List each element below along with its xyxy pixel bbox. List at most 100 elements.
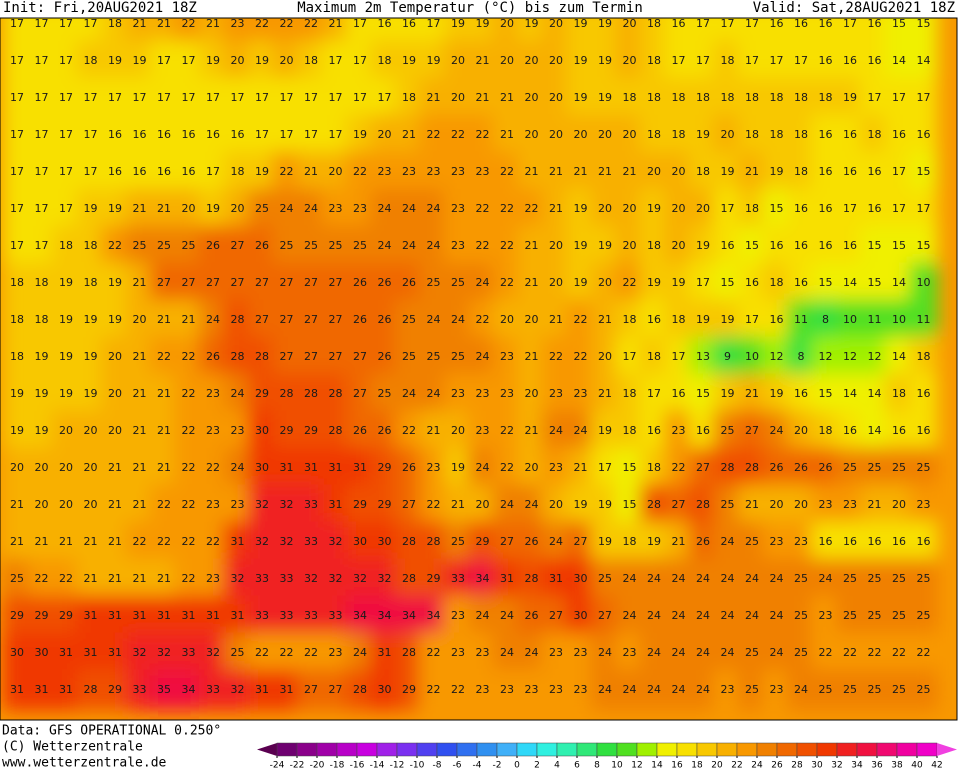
temperature-cell bbox=[100, 336, 130, 378]
temperature-label: 33 bbox=[280, 609, 294, 622]
temperature-label: 12 bbox=[868, 350, 882, 363]
temperature-cell bbox=[860, 40, 889, 82]
temperature-label: 19 bbox=[696, 313, 710, 326]
temperature-cell bbox=[76, 595, 105, 637]
temperature-label: 25 bbox=[133, 239, 147, 252]
temperature-label: 21 bbox=[304, 165, 318, 178]
temperature-cell bbox=[688, 40, 718, 82]
temperature-label: 17 bbox=[59, 165, 73, 178]
temperature-label: 20 bbox=[598, 202, 612, 215]
temperature-label: 28 bbox=[304, 387, 318, 400]
temperature-label: 22 bbox=[304, 17, 318, 30]
temperature-label: 17 bbox=[623, 350, 637, 363]
temperature-cell bbox=[223, 373, 252, 415]
temperature-cell bbox=[664, 521, 693, 563]
temperature-label: 23 bbox=[574, 646, 588, 659]
temperature-label: 21 bbox=[84, 535, 98, 548]
colorbar-box bbox=[876, 742, 898, 757]
temperature-label: 19 bbox=[59, 276, 73, 289]
temperature-cell bbox=[51, 225, 81, 267]
temperature-label: 17 bbox=[353, 91, 367, 104]
temperature-cell bbox=[517, 151, 546, 193]
temperature-label: 16 bbox=[868, 17, 882, 30]
temperature-cell bbox=[76, 410, 105, 452]
temperature-label: 23 bbox=[329, 202, 343, 215]
temperature-label: 31 bbox=[500, 572, 514, 585]
temperature-label: 27 bbox=[402, 498, 416, 511]
temperature-label: 23 bbox=[231, 498, 245, 511]
temperature-label: 21 bbox=[476, 54, 490, 67]
temperature-label: 18 bbox=[672, 91, 686, 104]
temperature-cell bbox=[223, 114, 252, 156]
temperature-label: 19 bbox=[451, 461, 465, 474]
temperature-label: 20 bbox=[84, 424, 98, 437]
temperature-cell bbox=[51, 558, 81, 600]
temperature-label: 23 bbox=[770, 683, 784, 696]
temperature-label: 23 bbox=[451, 609, 465, 622]
temperature-label: 10 bbox=[843, 313, 857, 326]
temperature-cell bbox=[835, 558, 865, 600]
temperature-cell bbox=[884, 18, 914, 45]
temperature-cell bbox=[76, 262, 105, 304]
temperature-cell bbox=[713, 595, 742, 637]
temperature-label: 21 bbox=[745, 387, 759, 400]
temperature-label: 17 bbox=[35, 239, 49, 252]
temperature-cell bbox=[664, 40, 693, 82]
temperature-cell bbox=[296, 373, 326, 415]
colorbar-label: 2 bbox=[534, 761, 540, 770]
temperature-label: 24 bbox=[500, 498, 514, 511]
temperature-cell bbox=[566, 484, 595, 526]
temperature-label: 17 bbox=[696, 17, 710, 30]
temperature-label: 18 bbox=[378, 54, 392, 67]
temperature-label: 21 bbox=[549, 165, 563, 178]
colorbar-label: 14 bbox=[651, 761, 663, 770]
temperature-label: 25 bbox=[10, 572, 24, 585]
temperature-cell bbox=[688, 151, 718, 193]
temperature-cell bbox=[615, 669, 644, 711]
temperature-label: 31 bbox=[108, 609, 122, 622]
temperature-cell bbox=[76, 669, 105, 711]
temperature-cell bbox=[664, 188, 693, 230]
temperature-label: 20 bbox=[525, 313, 539, 326]
temperature-label: 11 bbox=[794, 313, 808, 326]
temperature-cell bbox=[835, 151, 865, 193]
temperature-cell bbox=[100, 669, 130, 711]
temperature-cell bbox=[541, 188, 571, 230]
temperature-label: 27 bbox=[574, 535, 588, 548]
temperature-cell bbox=[223, 18, 252, 45]
temperature-label: 17 bbox=[10, 202, 24, 215]
temperature-cell bbox=[762, 558, 791, 600]
temperature-cell bbox=[321, 447, 350, 489]
temperature-label: 27 bbox=[304, 313, 318, 326]
temperature-label: 20 bbox=[672, 239, 686, 252]
temperature-cell bbox=[419, 188, 448, 230]
temperature-cell bbox=[272, 558, 301, 600]
temperature-cell bbox=[811, 521, 840, 563]
temperature-label: 21 bbox=[108, 572, 122, 585]
temperature-cell bbox=[664, 18, 693, 45]
temperature-label: 21 bbox=[157, 461, 171, 474]
temperature-cell bbox=[198, 225, 228, 267]
temperature-cell bbox=[247, 484, 277, 526]
temperature-label: 23 bbox=[525, 683, 539, 696]
temperature-label: 17 bbox=[868, 91, 882, 104]
temperature-cell bbox=[664, 336, 693, 378]
temperature-cell bbox=[639, 521, 669, 563]
temperature-label: 22 bbox=[892, 646, 906, 659]
temperature-label: 25 bbox=[304, 239, 318, 252]
temperature-label: 12 bbox=[770, 350, 784, 363]
temperature-label: 33 bbox=[206, 683, 220, 696]
temperature-label: 31 bbox=[133, 609, 147, 622]
temperature-label: 16 bbox=[721, 239, 735, 252]
temperature-cell bbox=[2, 151, 32, 193]
temperature-label: 28 bbox=[402, 535, 416, 548]
temperature-cell bbox=[762, 336, 791, 378]
temperature-label: 21 bbox=[598, 313, 612, 326]
temperature-label: 21 bbox=[598, 165, 612, 178]
temperature-label: 20 bbox=[525, 387, 539, 400]
colorbar-label: -22 bbox=[290, 761, 305, 770]
temperature-label: 18 bbox=[231, 165, 245, 178]
colorbar-box bbox=[736, 742, 758, 757]
temperature-label: 19 bbox=[133, 54, 147, 67]
temperature-label: 18 bbox=[623, 387, 637, 400]
